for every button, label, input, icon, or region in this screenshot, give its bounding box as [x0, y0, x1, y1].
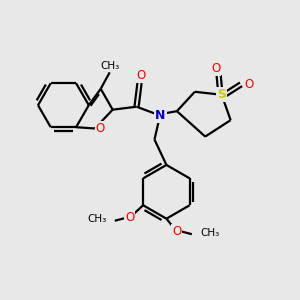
Text: O: O	[95, 122, 105, 135]
Text: S: S	[217, 88, 226, 101]
Text: CH₃: CH₃	[87, 214, 106, 224]
Text: O: O	[125, 211, 134, 224]
Text: O: O	[136, 69, 146, 82]
Text: CH₃: CH₃	[200, 228, 219, 238]
Text: O: O	[244, 78, 253, 91]
Text: N: N	[155, 109, 166, 122]
Text: O: O	[211, 62, 220, 75]
Text: CH₃: CH₃	[101, 61, 120, 71]
Text: O: O	[172, 225, 182, 238]
